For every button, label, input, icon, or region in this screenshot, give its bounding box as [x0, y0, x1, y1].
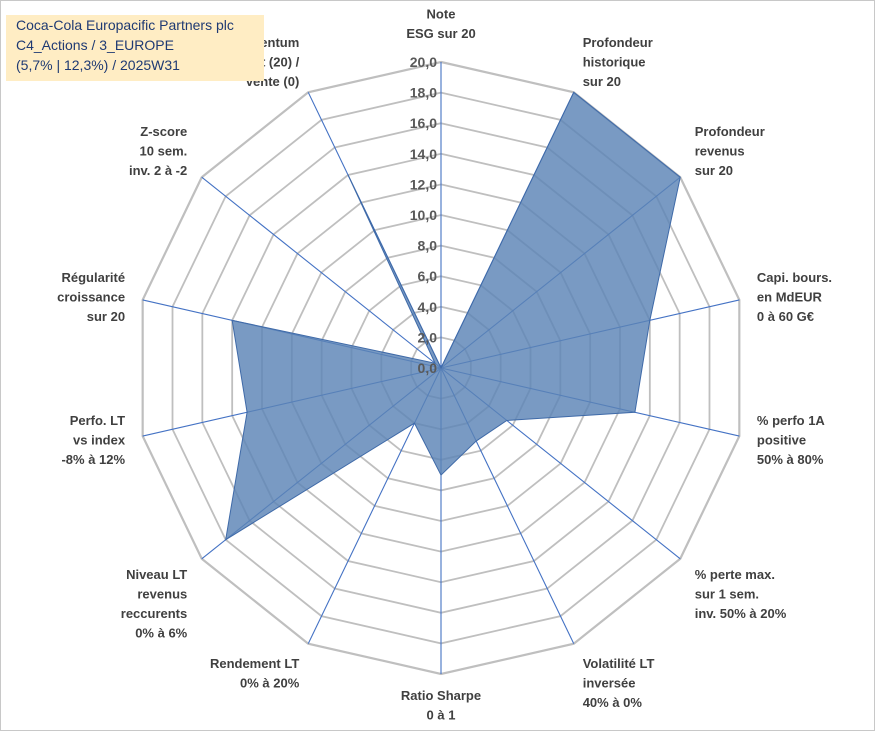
axis-label: Z-score 10 sem. inv. 2 à -2	[129, 124, 187, 178]
axis-label: Profondeur historique sur 20	[583, 35, 653, 89]
tick-label: 4,0	[418, 299, 438, 315]
axis-label: Rendement LT 0% à 20%	[210, 656, 300, 691]
axis-label: % perte max. sur 1 sem. inv. 50% à 20%	[695, 567, 787, 621]
tick-label: 14,0	[410, 146, 437, 162]
axis-label: % perfo 1A positive 50% à 80%	[757, 413, 826, 467]
title-line-3: (5,7% | 12,3%) / 2025W31	[16, 57, 180, 73]
tick-label: 8,0	[418, 238, 438, 254]
axis-label: Capi. bours. en MdEUR 0 à 60 G€	[757, 270, 832, 324]
tick-label: 10,0	[410, 207, 437, 223]
axis-label: Perfo. LT vs index -8% à 12%	[61, 413, 125, 467]
tick-label: 20,0	[410, 54, 437, 70]
title-line-2: C4_Actions / 3_EUROPE	[16, 37, 174, 53]
axis-label: Profondeur revenus sur 20	[695, 124, 765, 178]
series-area	[225, 91, 681, 541]
tick-label: 0,0	[418, 360, 438, 376]
axis-label: Niveau LT revenus reccurents 0% à 6%	[121, 567, 188, 641]
tick-label: 16,0	[410, 115, 437, 131]
axis-label: Volatilité LT inversée 40% à 0%	[583, 656, 655, 710]
axis-label: Note ESG sur 20	[406, 7, 475, 42]
chart-title-box: Coca-Cola Europacific Partners plc C4_Ac…	[6, 15, 264, 81]
axis-label: Ratio Sharpe 0 à 1	[401, 688, 481, 723]
tick-label: 2,0	[418, 329, 438, 345]
tick-label: 18,0	[410, 85, 437, 101]
tick-label: 6,0	[418, 268, 438, 284]
tick-label: 12,0	[410, 176, 437, 192]
title-line-1: Coca-Cola Europacific Partners plc	[16, 17, 234, 33]
axis-label: Régularité croissance sur 20	[57, 270, 125, 324]
axis-spoke	[201, 176, 442, 369]
